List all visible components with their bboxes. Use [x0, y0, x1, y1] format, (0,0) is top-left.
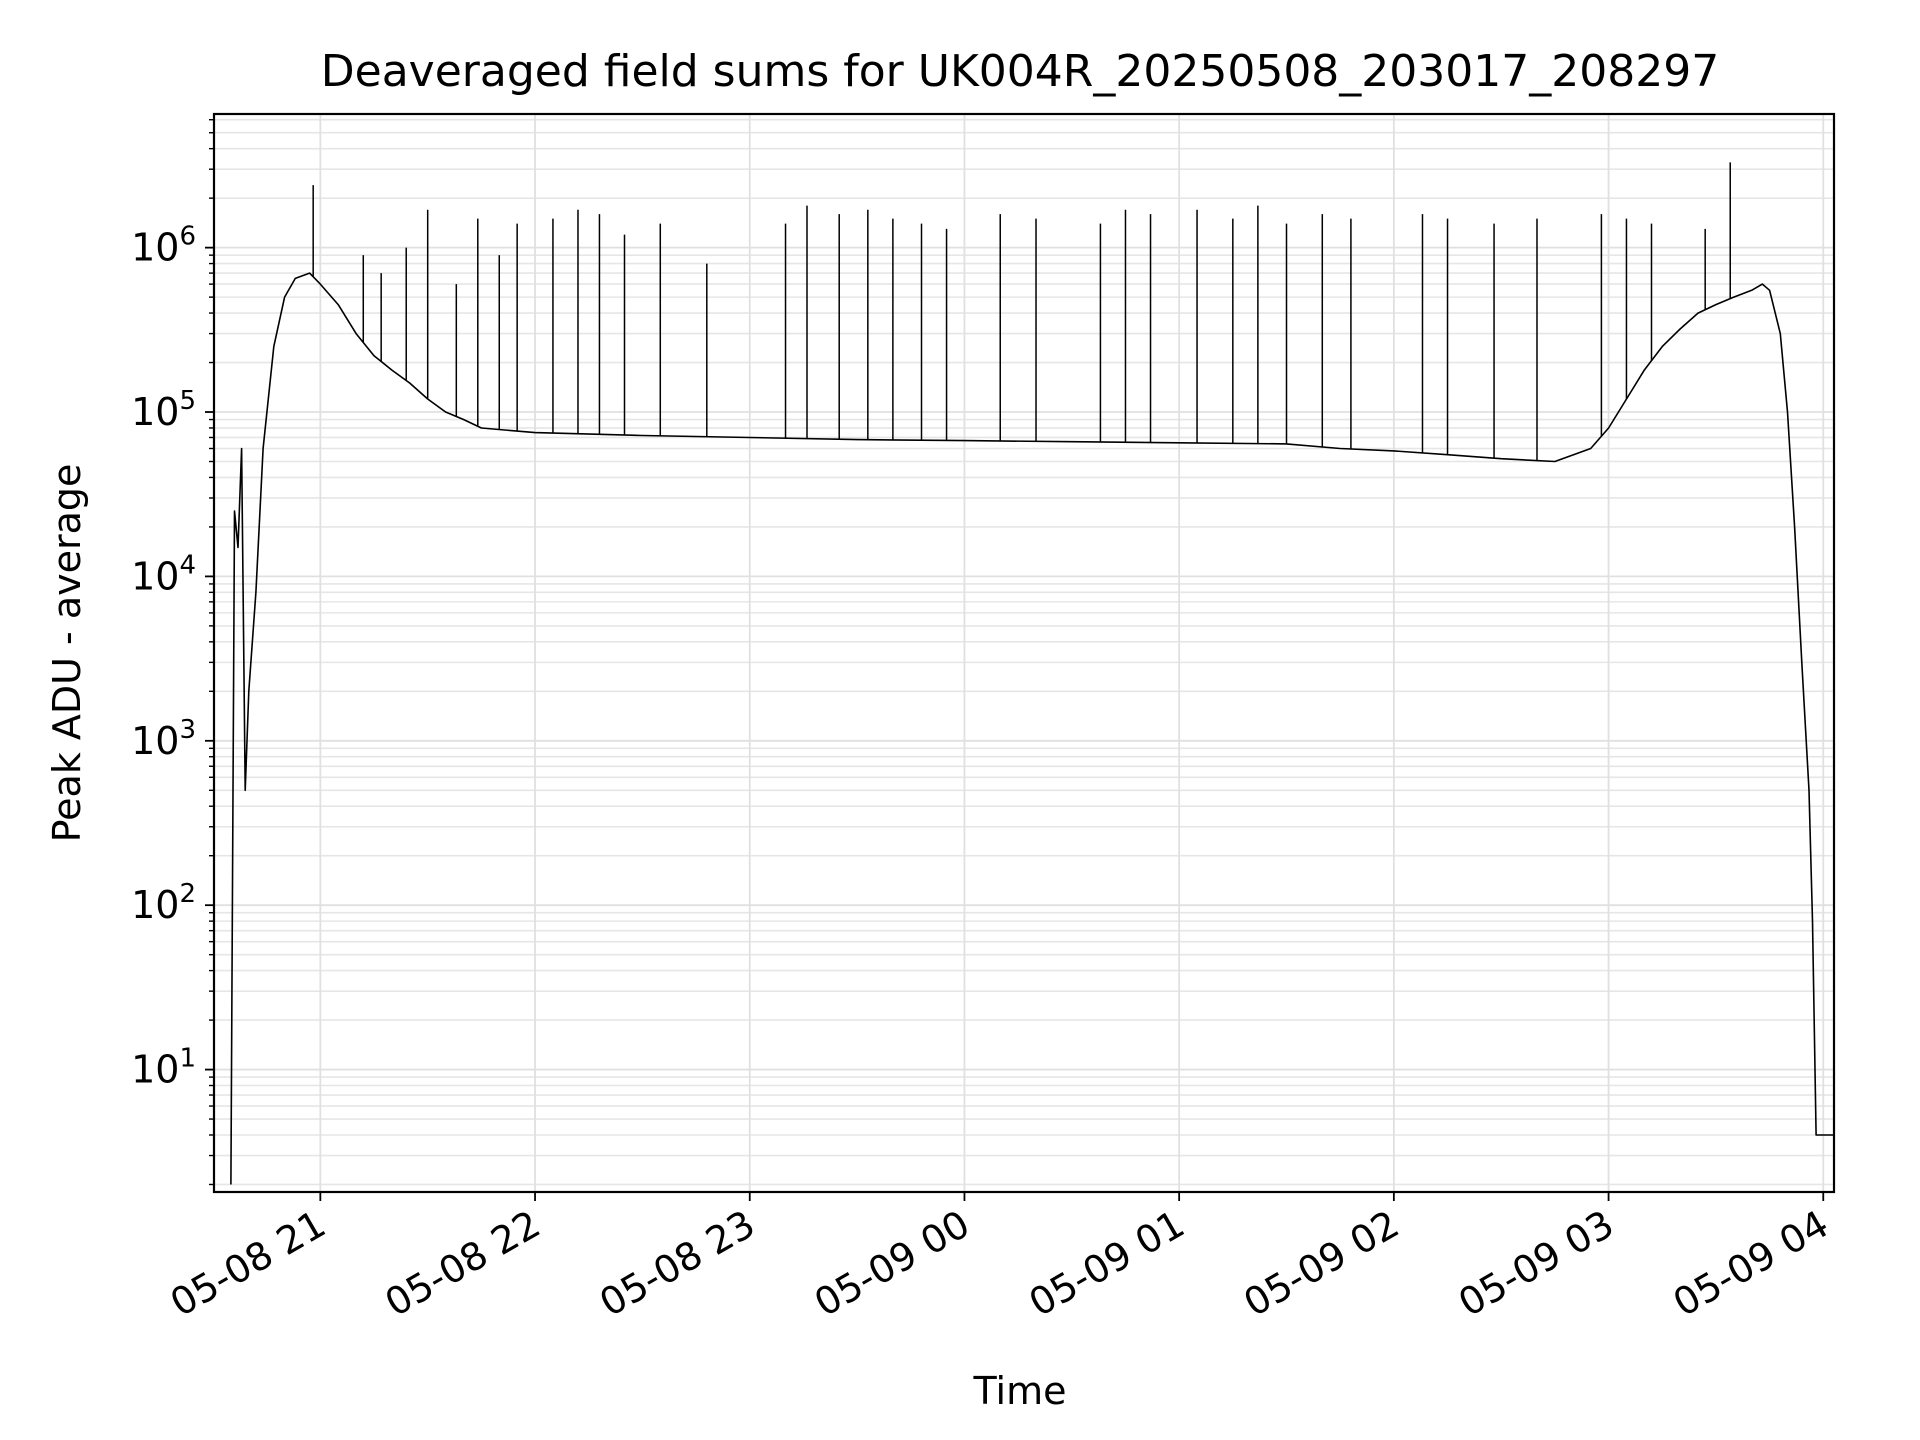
- grid-major: [214, 114, 1834, 1192]
- series-line: [230, 272, 1834, 1185]
- x-axis-label: Time: [973, 1369, 1067, 1413]
- y-tick-label: 105: [131, 386, 196, 434]
- y-tick-label: 103: [131, 715, 196, 763]
- plot-frame: [212, 112, 1836, 1194]
- y-tick-label: 106: [131, 222, 196, 270]
- chart-title: Deaveraged field sums for UK004R_2025050…: [321, 46, 1719, 97]
- series-layer: [230, 162, 1834, 1185]
- grid-minor: [214, 118, 1834, 1186]
- y-axis-label: Peak ADU - average: [45, 464, 89, 843]
- y-tick-label: 104: [131, 550, 196, 598]
- y-tick-label: 101: [131, 1044, 196, 1092]
- y-tick-label: 102: [131, 879, 196, 927]
- y-axis: 101 102 103 104 105 106: [131, 119, 214, 1186]
